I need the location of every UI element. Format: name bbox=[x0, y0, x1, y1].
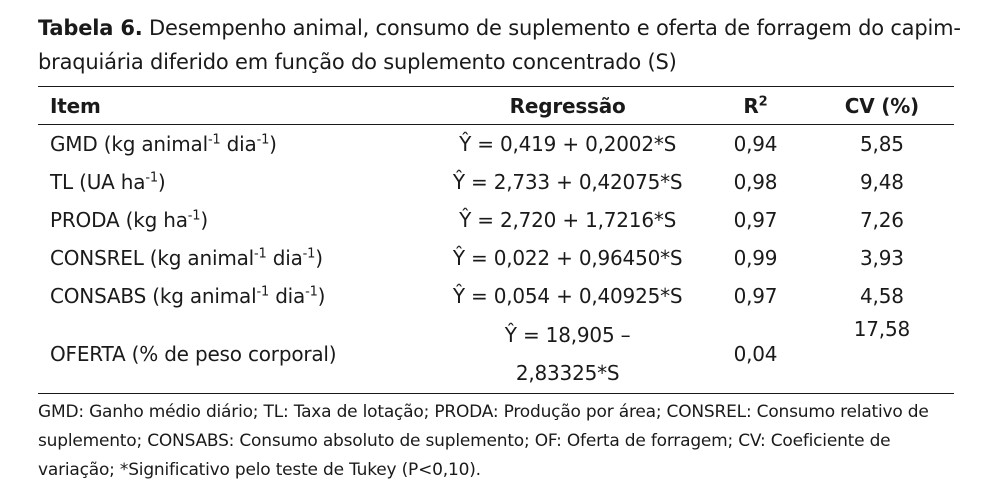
item-superscript: -1 bbox=[256, 132, 270, 148]
header-r2-superscript: 2 bbox=[758, 93, 768, 109]
item-text: dia bbox=[269, 284, 306, 308]
cell-cv: 3,93 bbox=[860, 246, 904, 270]
table-caption: Tabela 6. Desempenho animal, consumo de … bbox=[38, 11, 978, 79]
cell-item: OFERTA (% de peso corporal) bbox=[38, 315, 434, 394]
item-superscript: -1 bbox=[207, 132, 221, 148]
cell-regressao: Ŷ = 0,419 + 0,2002*S bbox=[459, 132, 677, 156]
item-text: TL (UA ha bbox=[50, 170, 146, 194]
table-row: CONSREL (kg animal-1 dia-1) Ŷ = 0,022 + … bbox=[38, 239, 954, 277]
cell-cv: 5,85 bbox=[860, 132, 904, 156]
cell-item: CONSABS (kg animal-1 dia-1) bbox=[38, 277, 434, 315]
item-text: ) bbox=[269, 132, 277, 156]
item-superscript: -1 bbox=[302, 246, 316, 262]
regression-table: Item Regressão R2 CV (%) GMD (kg animal-… bbox=[38, 86, 954, 394]
table-footnote: GMD: Ganho médio diário; TL: Taxa de lot… bbox=[38, 402, 929, 480]
item-superscript: -1 bbox=[305, 284, 318, 300]
item-text: OFERTA (% de peso corporal) bbox=[50, 342, 337, 366]
cell-cv: 7,26 bbox=[860, 208, 904, 232]
item-text: GMD (kg animal bbox=[50, 132, 208, 156]
cell-r2: 0,99 bbox=[733, 246, 778, 270]
cell-r2: 0,98 bbox=[733, 170, 778, 194]
item-text: ) bbox=[200, 208, 208, 232]
cell-regressao: Ŷ = 0,022 + 0,96450*S bbox=[452, 246, 683, 270]
cell-cv: 9,48 bbox=[860, 170, 904, 194]
header-r2: R2 bbox=[701, 87, 810, 125]
header-r2-base: R bbox=[743, 93, 759, 118]
cell-item: CONSREL (kg animal-1 dia-1) bbox=[38, 239, 434, 277]
item-superscript: -1 bbox=[256, 284, 270, 300]
table-header-row: Item Regressão R2 CV (%) bbox=[38, 86, 954, 125]
cell-item: PRODA (kg ha-1) bbox=[38, 201, 434, 239]
table-row: CONSABS (kg animal-1 dia-1) Ŷ = 0,054 + … bbox=[38, 277, 954, 315]
header-regressao: Regressão bbox=[509, 93, 626, 118]
item-superscript: -1 bbox=[187, 208, 201, 224]
table-caption-text: Desempenho animal, consumo de suplemento… bbox=[38, 16, 961, 74]
cell-cv: 17,58 bbox=[853, 317, 911, 341]
cell-regressao: Ŷ = 2,733 + 0,42075*S bbox=[452, 170, 683, 194]
regressao-line-1: Ŷ = 18,905 – bbox=[504, 323, 631, 347]
cell-r2: 0,94 bbox=[733, 132, 778, 156]
item-text: ) bbox=[317, 284, 326, 308]
cell-r2: 0,04 bbox=[733, 342, 778, 366]
item-superscript: -1 bbox=[145, 170, 158, 186]
item-text: PRODA (kg ha bbox=[50, 208, 188, 232]
cell-r2: 0,97 bbox=[733, 208, 778, 232]
table-row: PRODA (kg ha-1) Ŷ = 2,720 + 1,7216*S 0,9… bbox=[38, 201, 954, 239]
item-text: CONSREL (kg animal bbox=[50, 246, 255, 270]
item-text: ) bbox=[157, 170, 166, 194]
header-item: Item bbox=[50, 93, 101, 118]
table-caption-label: Tabela 6. bbox=[38, 16, 143, 40]
item-superscript: -1 bbox=[254, 246, 267, 262]
table-row: TL (UA ha-1) Ŷ = 2,733 + 0,42075*S 0,98 … bbox=[38, 163, 954, 201]
item-text: dia bbox=[266, 246, 303, 270]
cell-cv: 4,58 bbox=[860, 284, 904, 308]
cell-r2: 0,97 bbox=[733, 284, 778, 308]
item-text: CONSABS (kg animal bbox=[50, 284, 257, 308]
cell-regressao: Ŷ = 0,054 + 0,40925*S bbox=[452, 284, 683, 308]
table-row: OFERTA (% de peso corporal) Ŷ = 18,905 –… bbox=[38, 315, 954, 394]
regressao-line-2: 2,83325*S bbox=[515, 361, 620, 385]
cell-item: TL (UA ha-1) bbox=[38, 163, 434, 201]
cell-item: GMD (kg animal-1 dia-1) bbox=[38, 125, 434, 164]
cell-regressao: Ŷ = 18,905 – 2,83325*S bbox=[434, 315, 701, 394]
cell-regressao: Ŷ = 2,720 + 1,7216*S bbox=[459, 208, 677, 232]
item-text: dia bbox=[220, 132, 257, 156]
table-row: GMD (kg animal-1 dia-1) Ŷ = 0,419 + 0,20… bbox=[38, 125, 954, 164]
header-cv: CV (%) bbox=[844, 93, 919, 118]
item-text: ) bbox=[315, 246, 323, 270]
